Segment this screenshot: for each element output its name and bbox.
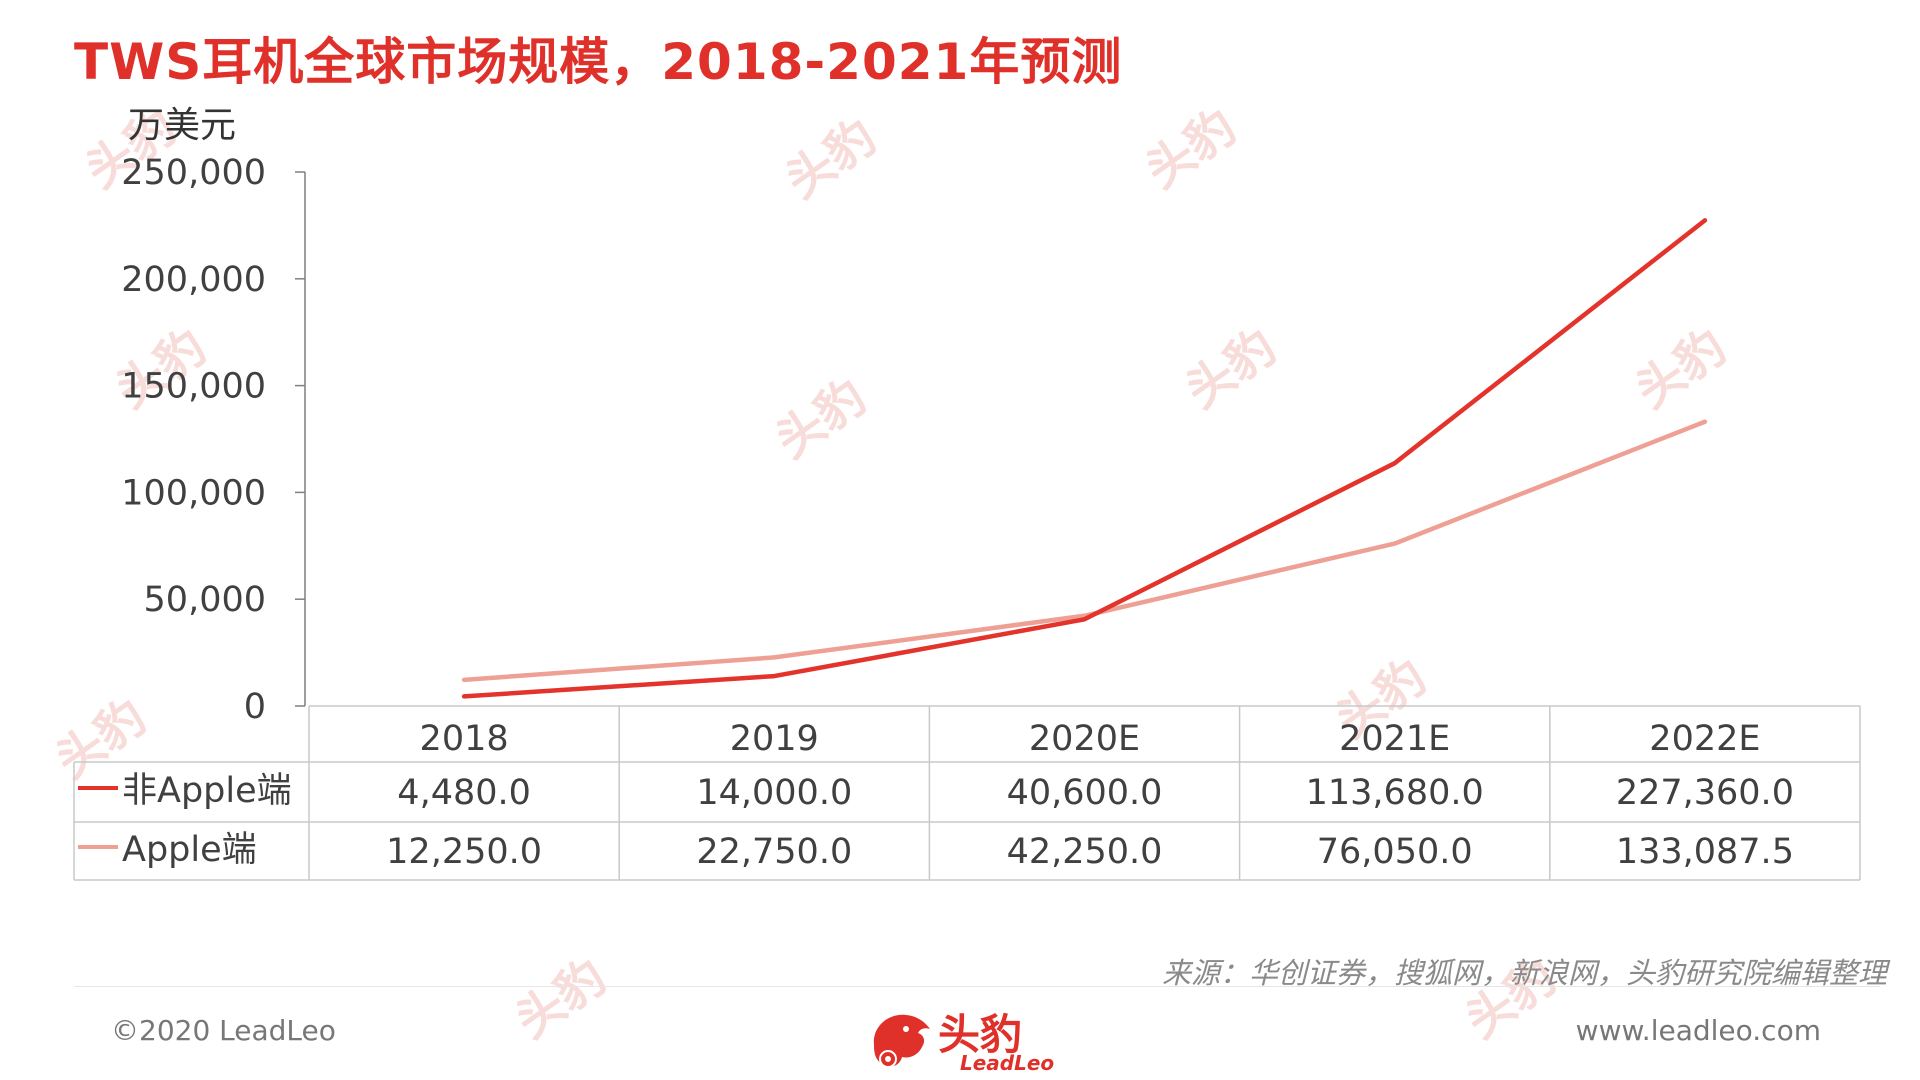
y-tick-label: 200,000 [121,260,266,300]
table-value-cell: 113,680.0 [1306,773,1484,813]
x-category-label: 2022E [1649,719,1760,759]
leopard-icon [873,1014,930,1068]
logo-text-cn: 头豹 [938,1010,1023,1059]
website-link[interactable]: www.leadleo.com [1575,1014,1821,1047]
table-value-cell: 76,050.0 [1317,832,1473,872]
series-line [461,419,1708,683]
copyright-text: ©2020 LeadLeo [111,1014,336,1047]
y-tick-label: 0 [244,687,266,727]
y-axis-unit: 万美元 [128,105,237,146]
data-point [772,674,776,678]
y-tick-label: 250,000 [121,153,266,193]
data-point [1393,461,1397,465]
page-title: TWS耳机全球市场规模，2018-2021年预测 [74,33,1123,91]
table-value-cell: 4,480.0 [397,773,531,813]
x-category-label: 2018 [420,719,509,759]
data-point [1393,542,1397,546]
logo-text-en: LeadLeo [960,1051,1055,1075]
y-tick-label: 50,000 [144,580,266,620]
table-value-cell: 42,250.0 [1007,832,1163,872]
x-category-label: 2021E [1339,719,1450,759]
data-point [772,655,776,659]
footer-divider [74,986,1880,987]
table-value-cell: 133,087.5 [1616,832,1794,872]
table-value-cell: 227,360.0 [1616,773,1794,813]
data-point [1703,218,1707,222]
legend-label: 非Apple端 [122,771,292,811]
x-category-label: 2019 [730,719,819,759]
series-line [461,218,1708,699]
data-point [1083,617,1086,621]
y-tick-label: 150,000 [121,367,266,407]
legend-label: Apple端 [122,830,257,870]
y-tick-label: 100,000 [121,473,266,513]
data-point [462,678,466,682]
table-value-cell: 40,600.0 [1007,773,1163,813]
table-value-cell: 14,000.0 [696,773,852,813]
data-point [1703,420,1707,424]
source-note: 来源：华创证券，搜狐网，新浪网，头豹研究院编辑整理 [1161,956,1887,990]
table-value-cell: 12,250.0 [386,832,542,872]
table-value-cell: 22,750.0 [696,832,852,872]
data-point [462,694,466,698]
brand-logo: 头豹 LeadLeo [866,1003,1056,1078]
x-category-label: 2020E [1029,719,1140,759]
